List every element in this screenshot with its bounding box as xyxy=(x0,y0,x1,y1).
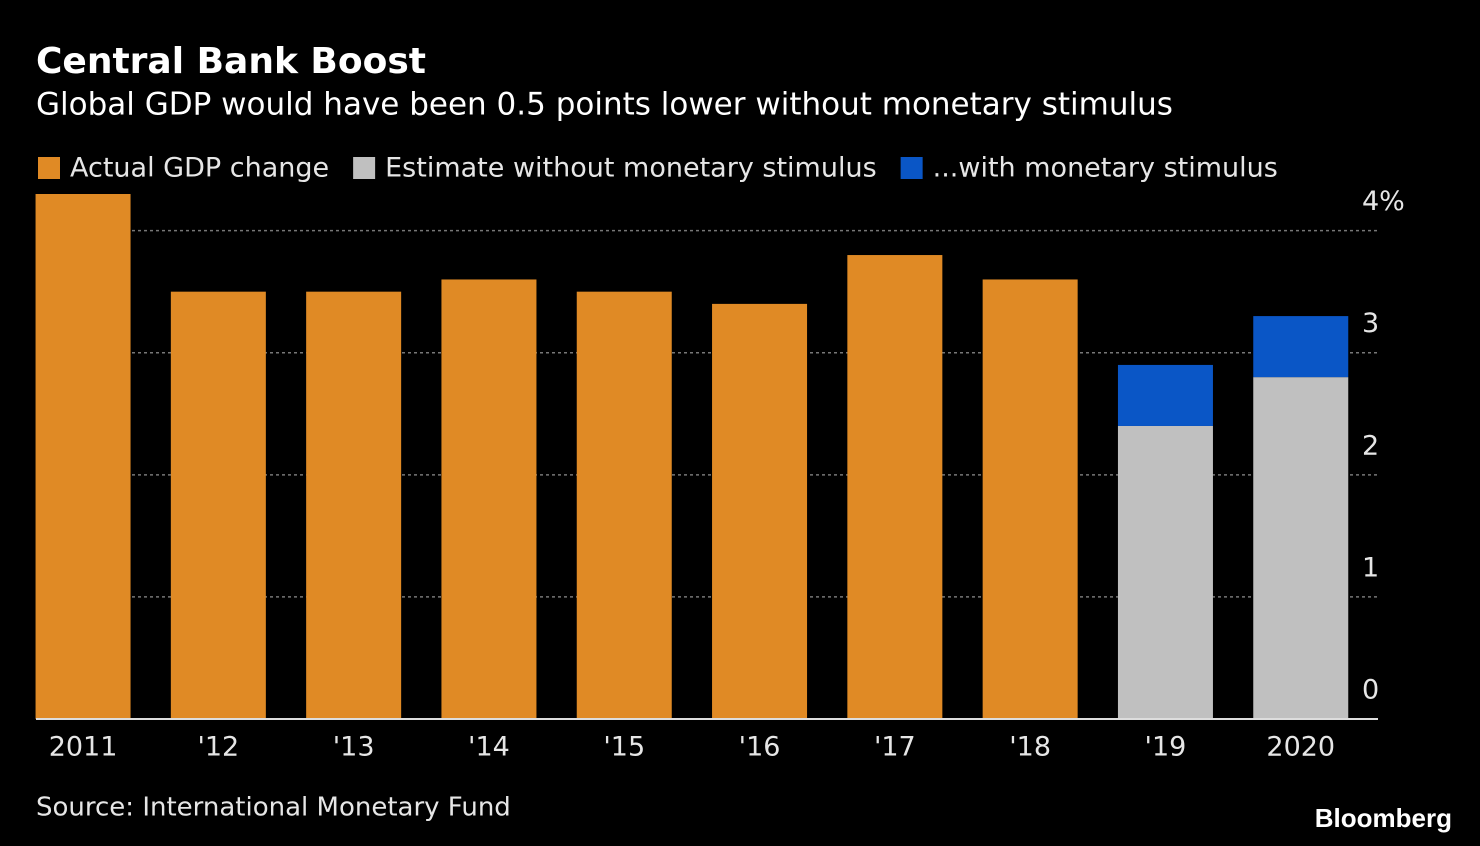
brand-logo: Bloomberg xyxy=(1315,803,1452,833)
legend-label: Estimate without monetary stimulus xyxy=(385,153,877,184)
x-tick-label: '17 xyxy=(874,732,916,763)
bar xyxy=(1253,377,1349,719)
bar xyxy=(847,255,943,719)
x-tick-label: 2011 xyxy=(49,732,118,763)
chart-subtitle: Global GDP would have been 0.5 points lo… xyxy=(36,87,1173,123)
x-tick-label: '18 xyxy=(1009,732,1051,763)
bar xyxy=(1117,364,1213,426)
bar xyxy=(1253,316,1349,378)
y-tick-label: 0 xyxy=(1362,675,1379,706)
y-tick-label: 4% xyxy=(1362,186,1405,217)
bar xyxy=(712,303,808,719)
legend-swatch xyxy=(900,157,923,179)
x-tick-label: '14 xyxy=(468,732,510,763)
bar xyxy=(306,291,402,719)
bar xyxy=(1117,425,1213,719)
y-tick-label: 1 xyxy=(1362,552,1379,583)
x-tick-label: '12 xyxy=(197,732,239,763)
y-tick-label: 2 xyxy=(1362,430,1379,461)
x-tick-label: '15 xyxy=(603,732,645,763)
bar xyxy=(441,279,537,719)
bar xyxy=(170,291,266,719)
bar xyxy=(35,194,131,719)
x-tick-label: '19 xyxy=(1145,732,1187,763)
y-tick-label: 3 xyxy=(1362,308,1379,339)
x-tick-label: 2020 xyxy=(1266,732,1335,763)
x-tick-label: '13 xyxy=(333,732,375,763)
bar xyxy=(576,291,672,719)
legend-swatch xyxy=(353,157,376,179)
x-tick-label: '16 xyxy=(739,732,781,763)
chart-title: Central Bank Boost xyxy=(36,41,426,82)
source-note: Source: International Monetary Fund xyxy=(36,793,511,823)
legend-label: ...with monetary stimulus xyxy=(933,153,1278,184)
legend-label: Actual GDP change xyxy=(70,153,329,184)
legend-swatch xyxy=(38,157,60,179)
bar xyxy=(982,279,1078,719)
